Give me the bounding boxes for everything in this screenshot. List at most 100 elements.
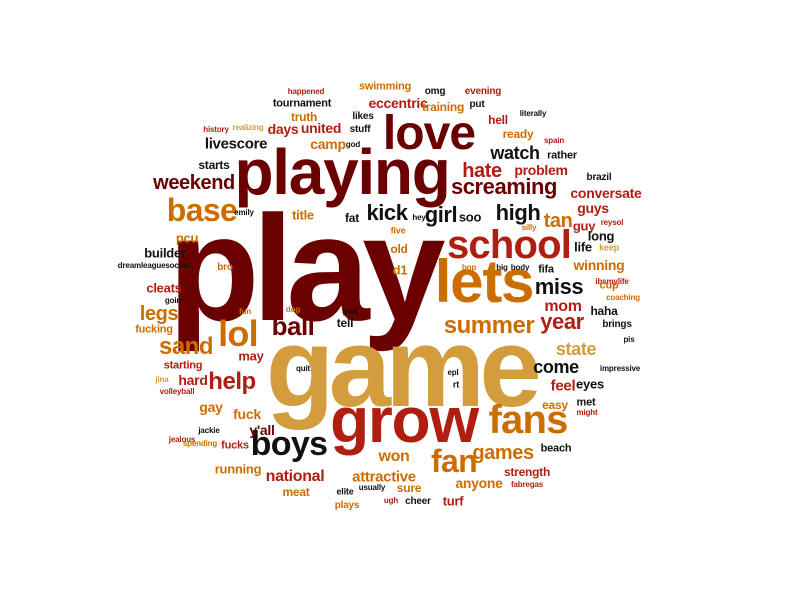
word-ball: ball	[271, 311, 315, 341]
word-fun: fun	[239, 307, 251, 316]
word-grow: grow	[330, 384, 479, 456]
word-camp: camp	[310, 136, 346, 152]
word-ugh: ugh	[383, 496, 399, 505]
word-conversate: conversate	[570, 185, 642, 201]
word-guy: guy	[572, 218, 596, 234]
word-plays: plays	[334, 500, 360, 511]
word-quit: quit	[295, 364, 311, 373]
word-may: may	[238, 348, 264, 364]
word-volleyball: volleyball	[159, 387, 195, 396]
word-sand: sand	[158, 333, 214, 360]
word-spending: spending	[182, 439, 218, 448]
word-haha: haha	[590, 304, 618, 318]
word-love: love	[382, 107, 476, 160]
word-y-all: y'all	[249, 422, 275, 438]
word-boys: boys	[250, 425, 328, 463]
word-legs: legs	[139, 303, 179, 325]
word-beach: beach	[540, 442, 572, 455]
word-fuck: fuck	[233, 406, 261, 422]
word-spain: spain	[543, 136, 565, 145]
word-history: history	[203, 125, 229, 134]
word-usually: usually	[358, 483, 386, 492]
word-jina: jina	[155, 375, 169, 384]
word-base: base	[166, 192, 238, 228]
word-playing: playing	[234, 136, 450, 208]
word-coaching: coaching	[606, 293, 640, 302]
word-evening: evening	[464, 86, 502, 97]
word-winning: winning	[573, 257, 625, 273]
word-attractive: attractive	[352, 468, 416, 486]
word-state: state	[555, 339, 597, 359]
word-mom: mom	[544, 298, 582, 315]
word-goin: goin	[164, 296, 182, 305]
word-anyone: anyone	[455, 475, 503, 491]
word-lets: lets	[434, 248, 535, 315]
word-sure: sure	[396, 481, 422, 495]
word-title: title	[292, 207, 314, 223]
word-ibsmylife: ibsmylife	[595, 277, 629, 286]
word-help: help	[208, 368, 256, 395]
word-girl: girl	[424, 202, 458, 227]
word-soo: soo	[458, 209, 482, 225]
word-hard: hard	[178, 372, 208, 388]
word-hate: hate	[462, 160, 502, 182]
word-summer: summer	[443, 312, 535, 339]
word-lol: lol	[218, 313, 259, 354]
word-bro: bro	[217, 262, 233, 273]
word-hey: hey	[412, 213, 426, 222]
word-watch: watch	[490, 143, 540, 163]
word-fan: fan	[430, 443, 478, 479]
word-realizing: realizing	[232, 123, 264, 132]
word-cleats: cleats	[146, 280, 182, 296]
word-training: training	[421, 100, 465, 114]
word-body: body	[510, 263, 530, 272]
word-easy: easy	[542, 398, 568, 412]
word-year: year	[540, 309, 584, 334]
word-strength: strength	[503, 465, 551, 479]
word-dreamleaguesoccer: dreamleaguesoccer	[117, 261, 191, 270]
word-meat: meat	[282, 485, 310, 499]
word-united: united	[300, 120, 342, 136]
word-silly: silly	[521, 223, 537, 232]
word-pis: pis	[623, 335, 635, 344]
word-omg: omg	[424, 86, 446, 97]
word-fat: fat	[345, 211, 359, 225]
word-life: life	[574, 239, 592, 255]
word-emily: emily	[234, 208, 254, 217]
word-tan: tan	[543, 210, 573, 232]
word-god: god	[345, 140, 361, 149]
word-five: five	[390, 225, 406, 236]
word-glad: glad	[342, 307, 358, 316]
word-hell: hell	[488, 113, 508, 127]
word-happened: happened	[287, 87, 325, 96]
word-swimming: swimming	[358, 80, 412, 93]
word-pcu: pcu	[175, 230, 199, 246]
word-epl: epl	[447, 368, 459, 377]
word-builder: builder	[144, 245, 186, 261]
word-starting: starting	[163, 359, 203, 372]
word-national: national	[265, 468, 325, 485]
word-stuff: stuff	[349, 124, 371, 135]
word-kick: kick	[366, 200, 408, 225]
word-might: might	[576, 408, 598, 417]
word-brings: brings	[602, 319, 632, 330]
word-school: school	[446, 223, 572, 267]
word-bop: bop	[461, 263, 477, 272]
word-gay: gay	[199, 399, 223, 415]
word-eccentric: eccentric	[368, 95, 428, 111]
word-running: running	[214, 461, 262, 477]
word-fucks: fucks	[221, 439, 249, 452]
word-keep: keep	[599, 242, 619, 253]
word-turf: turf	[442, 493, 464, 509]
word-weekend: weekend	[153, 172, 235, 194]
word-fabregas: fabregas	[510, 480, 544, 489]
word-fans: fans	[488, 398, 568, 442]
word-tell: tell	[336, 316, 354, 330]
word-d1: d1	[392, 262, 408, 278]
word-games: games	[472, 442, 534, 464]
word-cheer: cheer	[405, 496, 431, 507]
word-reysol: reysol	[600, 218, 624, 227]
word-impressive: impressive	[599, 364, 641, 373]
word-miss: miss	[534, 274, 584, 299]
